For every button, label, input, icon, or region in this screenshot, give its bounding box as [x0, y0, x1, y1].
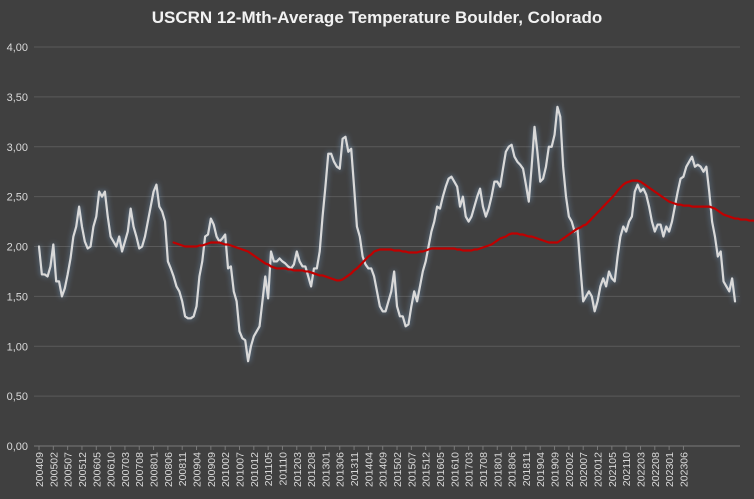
x-tick-label: 201904: [535, 452, 547, 487]
x-tick-label: 201012: [249, 452, 261, 487]
x-tick-label: 201409: [378, 452, 390, 487]
x-tick-label: 202007: [578, 452, 590, 487]
chart-title: USCRN 12-Mth-Average Temperature Boulder…: [151, 8, 603, 27]
x-tick-label: 200502: [48, 452, 60, 487]
x-tick-label: 200904: [192, 452, 204, 487]
x-tick-label: 200409: [34, 452, 46, 487]
x-tick-label: 202012: [593, 452, 605, 487]
x-tick-label: 201007: [234, 452, 246, 487]
x-tick-label: 202105: [607, 452, 619, 487]
y-tick-label: 3,50: [7, 92, 28, 104]
x-tick-label: 200806: [163, 452, 175, 487]
x-tick-label: 202002: [564, 452, 576, 487]
x-tick-label: 202301: [664, 452, 676, 487]
y-tick-label: 3,00: [7, 142, 28, 154]
x-tick-label: 200605: [91, 452, 103, 487]
x-tick-label: 201708: [478, 452, 490, 487]
y-tick-label: 2,50: [7, 192, 28, 204]
x-tick-label: 202203: [635, 452, 647, 487]
y-tick-label: 1,50: [7, 291, 28, 303]
x-tick-label: 201306: [335, 452, 347, 487]
x-tick-label: 200811: [177, 452, 189, 486]
x-tick-label: 201605: [435, 452, 447, 487]
x-tick-label: 200909: [206, 452, 218, 487]
x-tick-label: 201203: [292, 452, 304, 487]
y-tick-label: 4,00: [7, 42, 28, 54]
x-tick-label: 200507: [63, 452, 75, 487]
x-tick-label: 201507: [406, 452, 418, 487]
x-tick-label: 201002: [220, 452, 232, 487]
x-tick-label: 201703: [464, 452, 476, 487]
x-axis: 200409 200502 200507 200512 200605 200610 2007…: [34, 445, 740, 487]
x-tick-label: 201502: [392, 452, 404, 487]
series-line-monthly: [37, 105, 737, 363]
x-tick-label: 202110: [621, 452, 633, 486]
x-tick-label: 201110: [277, 452, 289, 486]
x-tick-label: 201404: [363, 452, 375, 487]
y-tick-label: 0,50: [7, 391, 28, 403]
x-tick-label: 201301: [320, 452, 332, 487]
x-tick-label: 201610: [449, 452, 461, 487]
y-tick-label: 2,00: [7, 242, 28, 254]
x-tick-label: 201208: [306, 452, 318, 487]
y-tick-label: 1,00: [7, 341, 28, 353]
x-tick-label: 200703: [120, 452, 132, 487]
x-tick-label: 200512: [77, 452, 89, 487]
x-tick-label: 202208: [650, 452, 662, 487]
x-tick-label: 200708: [134, 452, 146, 487]
x-tick-label: 200801: [149, 452, 161, 487]
y-axis: 0,00 0,50 1,00 1,50 2,00 2,50 3,00 3,50 4,00: [7, 42, 28, 453]
x-tick-label: 201105: [263, 452, 275, 486]
x-tick-label: 201811: [521, 452, 533, 486]
x-tick-label: 200610: [106, 452, 118, 487]
series-line-average: [172, 179, 754, 282]
x-tick-label: 201909: [550, 452, 562, 487]
x-tick-label: 201311: [349, 452, 361, 486]
x-tick-label: 202306: [678, 452, 690, 487]
x-tick-label: 201512: [421, 452, 433, 487]
x-tick-label: 201806: [507, 452, 519, 487]
series-group: [37, 105, 754, 363]
x-tick-label: 201801: [492, 452, 504, 487]
y-tick-label: 0,00: [7, 441, 28, 453]
